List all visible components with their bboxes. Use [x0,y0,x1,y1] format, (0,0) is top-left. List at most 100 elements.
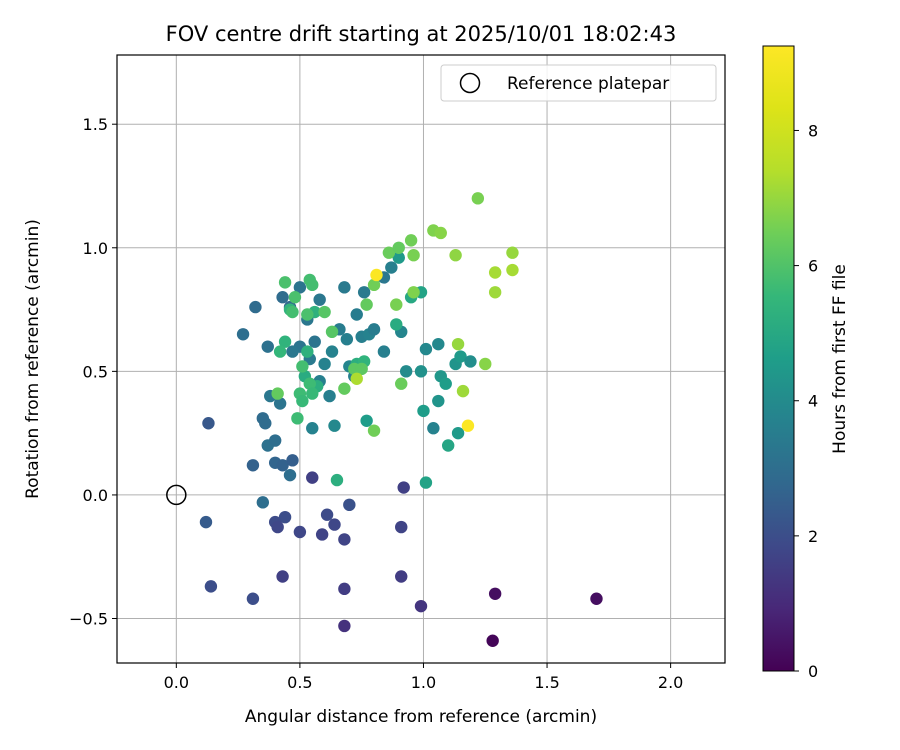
data-point [367,278,381,292]
data-point [278,335,292,348]
data-point [268,434,282,447]
data-point [360,414,373,427]
data-point [350,372,363,385]
data-point [377,345,391,358]
data-point [432,337,445,351]
data-point [306,422,319,435]
x-axis-label: Angular distance from reference (arcmin) [245,707,597,727]
chart-title: FOV centre drift starting at 2025/10/01 … [166,22,677,46]
data-point [286,305,299,319]
data-point [357,286,371,299]
data-point [283,468,297,482]
data-point [328,518,341,531]
x-tick-label: 2.0 [658,673,683,692]
data-point [407,249,420,262]
data-point [340,333,354,346]
data-point [464,355,477,368]
data-point [392,241,405,254]
data-point [318,357,331,371]
data-point [249,300,262,314]
reference-platepar-marker [166,484,187,506]
data-point [320,508,334,521]
colorbar-tick-label: 4 [808,392,818,411]
data-point [461,419,475,432]
data-point [471,192,485,205]
data-points [199,192,603,647]
legend-box [440,64,717,102]
x-tick-label: 0.5 [287,673,312,692]
data-point [506,263,519,277]
y-tick-label: 0.0 [83,486,108,505]
data-point [293,525,307,539]
data-point [419,342,433,356]
data-point [286,454,299,467]
data-point [330,473,344,487]
data-point [370,268,383,282]
data-point [367,323,381,336]
data-point [486,634,499,647]
data-point [308,335,321,348]
legend: Reference platepar [440,64,717,102]
data-point [276,459,289,472]
data-point [256,496,270,509]
data-point [303,377,316,390]
data-point [434,226,447,240]
data-point [414,365,428,378]
colorbar: 0 2 4 6 8 Hours from first FF file [762,45,850,681]
data-point [301,345,314,358]
data-point [395,377,408,390]
data-point [343,498,356,512]
data-point [479,357,492,371]
data-point [338,582,351,596]
data-point [427,422,440,435]
data-point [404,234,418,247]
data-point [451,337,465,351]
data-point [306,278,319,292]
x-axis-ticks: 0.0 0.5 1.0 1.5 2.0 [164,663,683,692]
colorbar-tick-label: 6 [808,257,818,276]
data-point [271,387,284,400]
data-point [338,281,351,294]
data-point [338,619,351,633]
data-point [236,328,250,341]
data-point [204,580,218,593]
data-point [296,360,309,373]
data-point [328,419,341,432]
y-tick-label: 1.0 [83,239,108,258]
data-point [395,520,408,534]
x-tick-label: 0.0 [164,673,189,692]
data-point [256,412,270,425]
data-point [382,246,396,259]
data-point [419,476,433,489]
data-point [456,384,470,398]
data-point [392,251,405,264]
data-point [246,592,260,605]
data-point [278,510,292,524]
colorbar-label: Hours from first FF file [830,264,850,454]
data-point [293,281,307,294]
y-tick-label: −0.5 [69,610,108,629]
data-point [338,533,351,546]
data-point [318,305,331,319]
colorbar-gradient [762,45,795,672]
data-point [313,293,326,306]
data-point [338,382,351,395]
data-point [488,286,502,299]
data-point [323,389,336,403]
data-point [276,291,289,304]
data-point [278,276,292,289]
data-point [439,377,452,390]
colorbar-tick-label: 8 [808,121,818,140]
data-point [306,387,319,400]
data-point [261,340,274,353]
data-point [355,362,368,376]
data-point [202,417,215,430]
grid [117,55,725,663]
data-point [315,528,329,541]
data-point [325,345,339,358]
data-point [488,587,502,600]
y-axis-ticks: −0.5 0.0 0.5 1.0 1.5 [69,115,117,629]
data-point [590,592,603,605]
data-point [296,394,309,408]
